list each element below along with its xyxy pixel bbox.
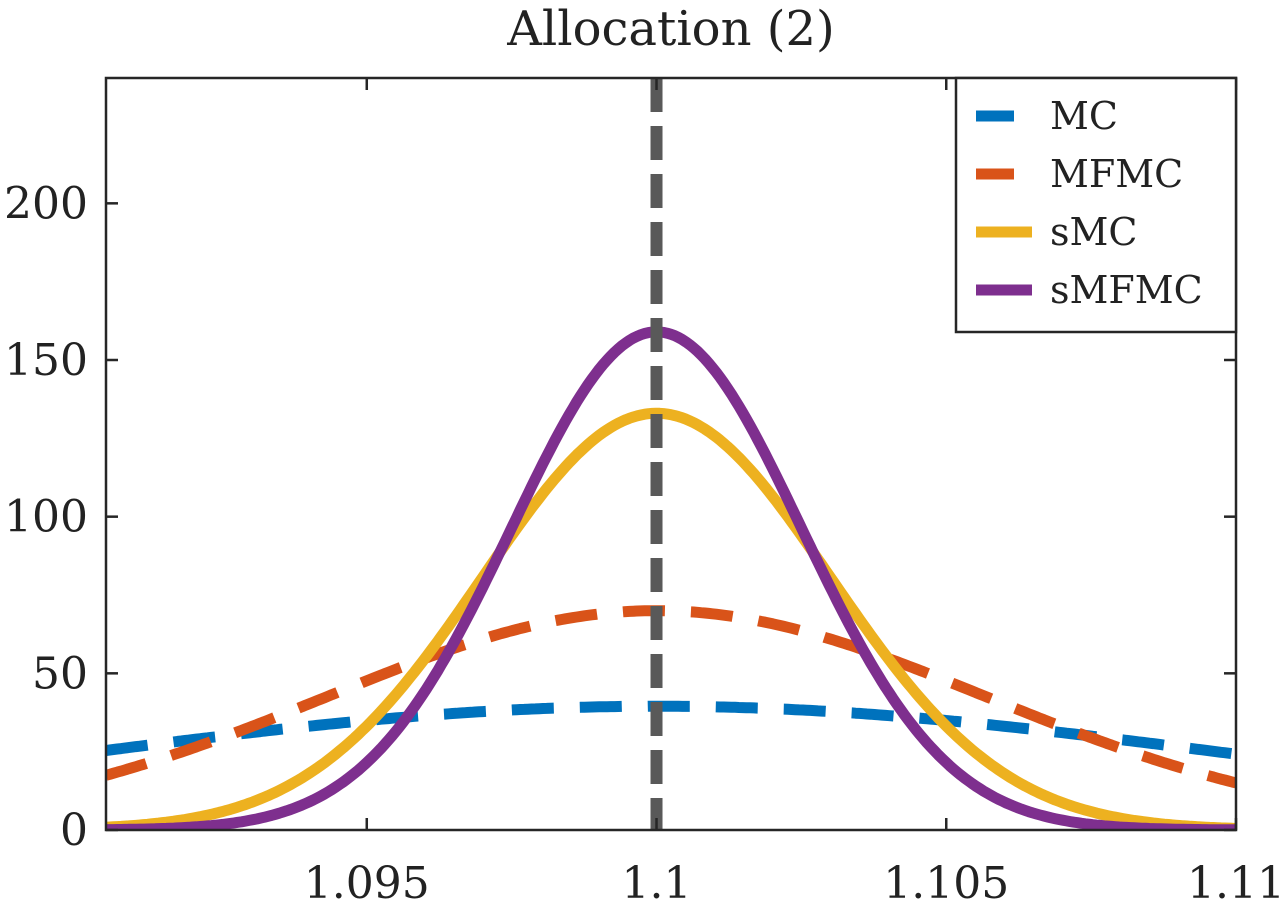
x-tick-label: 1.11 [1187, 858, 1284, 904]
y-tick-label: 150 [4, 335, 88, 386]
legend-label-smc: sMC [1050, 210, 1138, 254]
plot-frame [104, 76, 1238, 832]
series-line-mc [106, 700, 1236, 760]
legend-label-smfmc: sMFMC [1050, 268, 1203, 312]
legend-label-mc: MC [1050, 94, 1118, 138]
y-tick-label: 200 [4, 178, 88, 229]
y-tick-label: 50 [32, 648, 88, 699]
series-line-smc [106, 407, 1236, 830]
y-tick-label: 0 [60, 805, 88, 856]
series-line-mfmc [106, 605, 1236, 789]
x-tick-label: 1.095 [304, 858, 430, 904]
series-line-smfmc [106, 326, 1236, 830]
legend-label-mfmc: MFMC [1050, 152, 1183, 196]
chart-title: Allocation (2) [506, 1, 834, 57]
legend: MC MFMC sMC sMFMC [954, 76, 1238, 334]
x-tick-label: 1.1 [622, 858, 692, 904]
x-tick-label: 1.105 [883, 858, 1009, 904]
series-layer [106, 326, 1236, 830]
ticks-layer: 1.095 1.1 1.105 1.11 0 50 100 150 200 [4, 78, 1284, 904]
y-tick-label: 100 [4, 492, 88, 543]
